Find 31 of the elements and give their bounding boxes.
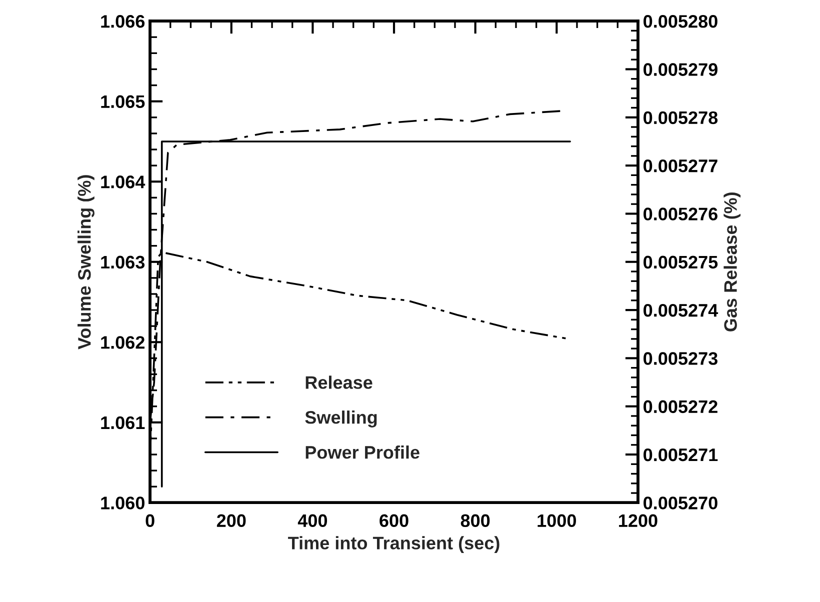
y-tick-label: 1.061 bbox=[101, 416, 145, 430]
legend-label: Release bbox=[306, 376, 372, 389]
y2-axis-title: Gas Release (%) bbox=[724, 192, 741, 332]
x-tick-label: 1200 bbox=[619, 514, 658, 528]
y2-tick-label: 0.005279 bbox=[644, 63, 718, 76]
x-tick-label: 0 bbox=[146, 514, 154, 528]
y2-tick-label: 0.005280 bbox=[644, 15, 718, 28]
y-tick-label: 1.066 bbox=[101, 15, 145, 28]
y2-tick-label: 0.005277 bbox=[644, 159, 718, 172]
y2-tick-label: 0.005273 bbox=[644, 352, 718, 365]
y-axis-title: Volume Swelling (%) bbox=[78, 175, 94, 350]
y2-tick-label: 0.005278 bbox=[644, 111, 718, 124]
x-tick-label: 800 bbox=[460, 514, 490, 528]
x-tick-label: 1000 bbox=[538, 514, 576, 528]
x-tick-label: 200 bbox=[216, 514, 246, 528]
y2-tick-label: 0.005271 bbox=[644, 448, 718, 462]
y2-tick-label: 0.005276 bbox=[644, 208, 718, 220]
y-tick-label: 1.062 bbox=[101, 336, 144, 349]
y2-tick-label: 0.005270 bbox=[644, 496, 718, 510]
y2-tick-label: 0.005274 bbox=[644, 304, 718, 317]
y-tick-label: 1.065 bbox=[101, 95, 145, 108]
legend-label: Power Profile bbox=[306, 446, 420, 459]
x-tick-label: 600 bbox=[380, 514, 408, 528]
y2-tick-label: 0.005272 bbox=[644, 400, 718, 414]
y-tick-label: 1.060 bbox=[101, 496, 144, 510]
y-tick-label: 1.063 bbox=[101, 256, 145, 269]
x-axis-title: Time into Transient (sec) bbox=[288, 536, 500, 553]
y-tick-label: 1.064 bbox=[101, 176, 146, 188]
x-tick-label: 400 bbox=[298, 514, 328, 528]
legend-label: Swelling bbox=[305, 410, 377, 428]
y2-tick-label: 0.005275 bbox=[644, 256, 718, 269]
